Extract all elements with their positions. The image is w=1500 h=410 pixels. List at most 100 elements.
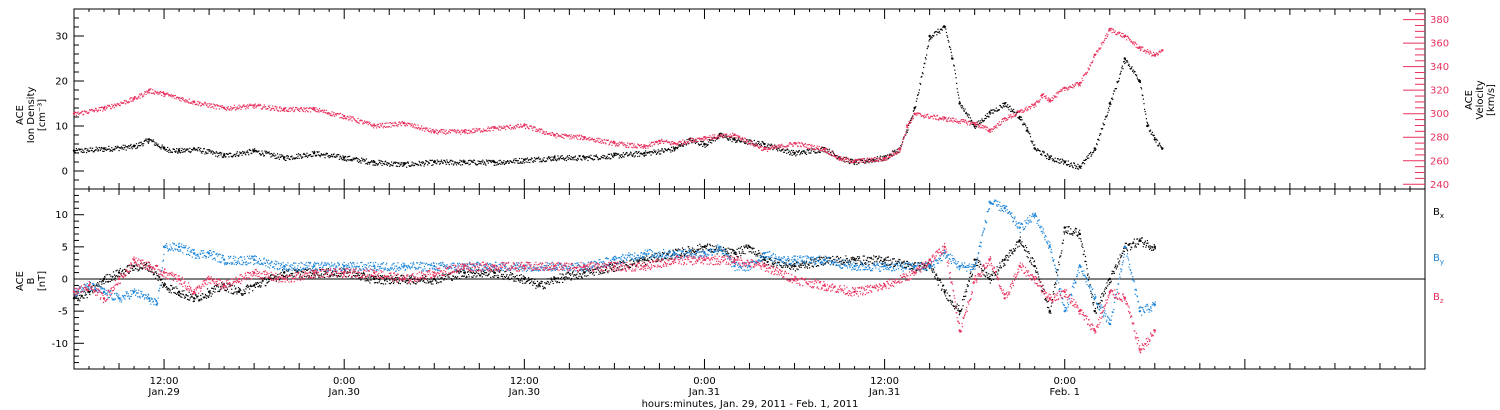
velocity-sample xyxy=(699,138,701,140)
ion-density-sample xyxy=(781,149,783,151)
velocity-sample xyxy=(410,125,412,127)
velocity-sample xyxy=(1068,86,1071,88)
ion-density-sample xyxy=(637,151,640,154)
velocity-sample xyxy=(221,105,223,107)
velocity-sample xyxy=(169,94,171,97)
ion-density-sample xyxy=(786,148,788,150)
bx-sample xyxy=(241,294,243,296)
ion-density-sample xyxy=(78,149,81,151)
ion-density-sample xyxy=(251,150,253,152)
velocity-sample xyxy=(428,130,430,133)
velocity-sample xyxy=(302,109,304,112)
velocity-sample xyxy=(1073,85,1075,88)
ion-density-sample xyxy=(564,157,566,160)
ion-density-sample xyxy=(195,149,197,151)
velocity-sample xyxy=(645,144,647,147)
ion-density-sample xyxy=(391,164,393,166)
velocity-sample xyxy=(634,146,637,149)
velocity-sample xyxy=(556,132,558,135)
velocity-sample xyxy=(443,132,446,134)
velocity-sample xyxy=(796,142,798,144)
ion-density-sample xyxy=(1027,131,1029,133)
velocity-sample xyxy=(885,157,888,159)
ion-density-sample xyxy=(87,148,89,150)
ion-density-sample xyxy=(676,147,678,149)
velocity-sample xyxy=(664,140,666,143)
velocity-sample xyxy=(1124,35,1126,37)
ion-density-sample xyxy=(517,160,519,162)
ion-density-sample xyxy=(442,162,444,164)
velocity-sample xyxy=(535,130,537,132)
bx-sample xyxy=(311,272,313,274)
bx-sample xyxy=(283,271,285,273)
ion-density-sample xyxy=(562,158,564,160)
bx-sample xyxy=(238,289,240,291)
ion-density-sample xyxy=(429,159,431,161)
ion-density-sample xyxy=(1046,153,1048,155)
ion-density-sample xyxy=(203,148,205,150)
ion-density-sample xyxy=(306,152,308,154)
velocity-sample xyxy=(945,117,947,119)
velocity-sample xyxy=(161,91,163,93)
velocity-sample xyxy=(606,139,608,142)
ion-density-sample xyxy=(843,156,845,159)
velocity-sample xyxy=(855,158,857,160)
velocity-sample xyxy=(518,126,520,129)
velocity-sample xyxy=(800,146,802,148)
velocity-sample xyxy=(575,135,577,137)
ion-density-sample xyxy=(117,146,120,148)
velocity-sample xyxy=(91,108,93,110)
ion-density-sample xyxy=(1104,116,1107,118)
ion-density-sample xyxy=(976,124,978,126)
velocity-sample xyxy=(850,162,852,164)
bx-sample xyxy=(366,278,368,280)
ion-density-sample xyxy=(989,110,991,112)
velocity-sample xyxy=(895,152,897,154)
velocity-sample xyxy=(696,137,698,139)
velocity-sample xyxy=(1091,62,1093,64)
ion-density-sample xyxy=(176,148,178,150)
velocity-sample xyxy=(422,127,425,129)
bx-sample xyxy=(159,276,161,278)
ion-density-sample xyxy=(280,155,282,158)
velocity-sample xyxy=(371,125,373,127)
velocity-sample xyxy=(281,108,283,110)
ion-density-sample xyxy=(655,153,658,155)
velocity-sample xyxy=(697,140,699,143)
velocity-sample xyxy=(137,98,139,100)
ion-density-sample xyxy=(767,143,769,145)
velocity-sample xyxy=(156,92,158,94)
velocity-sample xyxy=(533,126,536,128)
ion-density-sample xyxy=(456,161,458,164)
ion-density-sample xyxy=(275,154,277,156)
ion-density-sample xyxy=(219,151,222,154)
velocity-sample xyxy=(499,129,501,131)
velocity-sample xyxy=(373,127,375,129)
bx-sample xyxy=(359,278,362,280)
velocity-sample xyxy=(565,134,567,136)
ion-density-sample xyxy=(729,139,731,141)
ion-density-sample xyxy=(718,135,720,137)
velocity-sample xyxy=(917,112,919,114)
ion-density-sample xyxy=(234,155,237,158)
velocity-sample xyxy=(100,106,102,108)
velocity-sample xyxy=(488,129,490,132)
bx-sample xyxy=(385,279,387,281)
velocity-sample xyxy=(1023,110,1026,112)
velocity-sample xyxy=(354,119,356,121)
velocity-sample xyxy=(805,146,808,148)
velocity-sample xyxy=(1113,31,1116,34)
ion-density-sample xyxy=(560,155,562,157)
ion-density-sample xyxy=(153,144,156,146)
bx-sample xyxy=(145,263,148,265)
velocity-sample xyxy=(81,110,84,112)
velocity-sample xyxy=(418,126,420,129)
bx-sample xyxy=(190,296,192,298)
bx-sample xyxy=(369,282,371,284)
ion-density-sample xyxy=(801,150,803,153)
ion-density-sample xyxy=(260,154,262,156)
velocity-sample xyxy=(476,129,478,131)
ion-density-sample xyxy=(433,160,435,162)
velocity-sample xyxy=(123,102,125,104)
velocity-sample xyxy=(1082,79,1084,82)
